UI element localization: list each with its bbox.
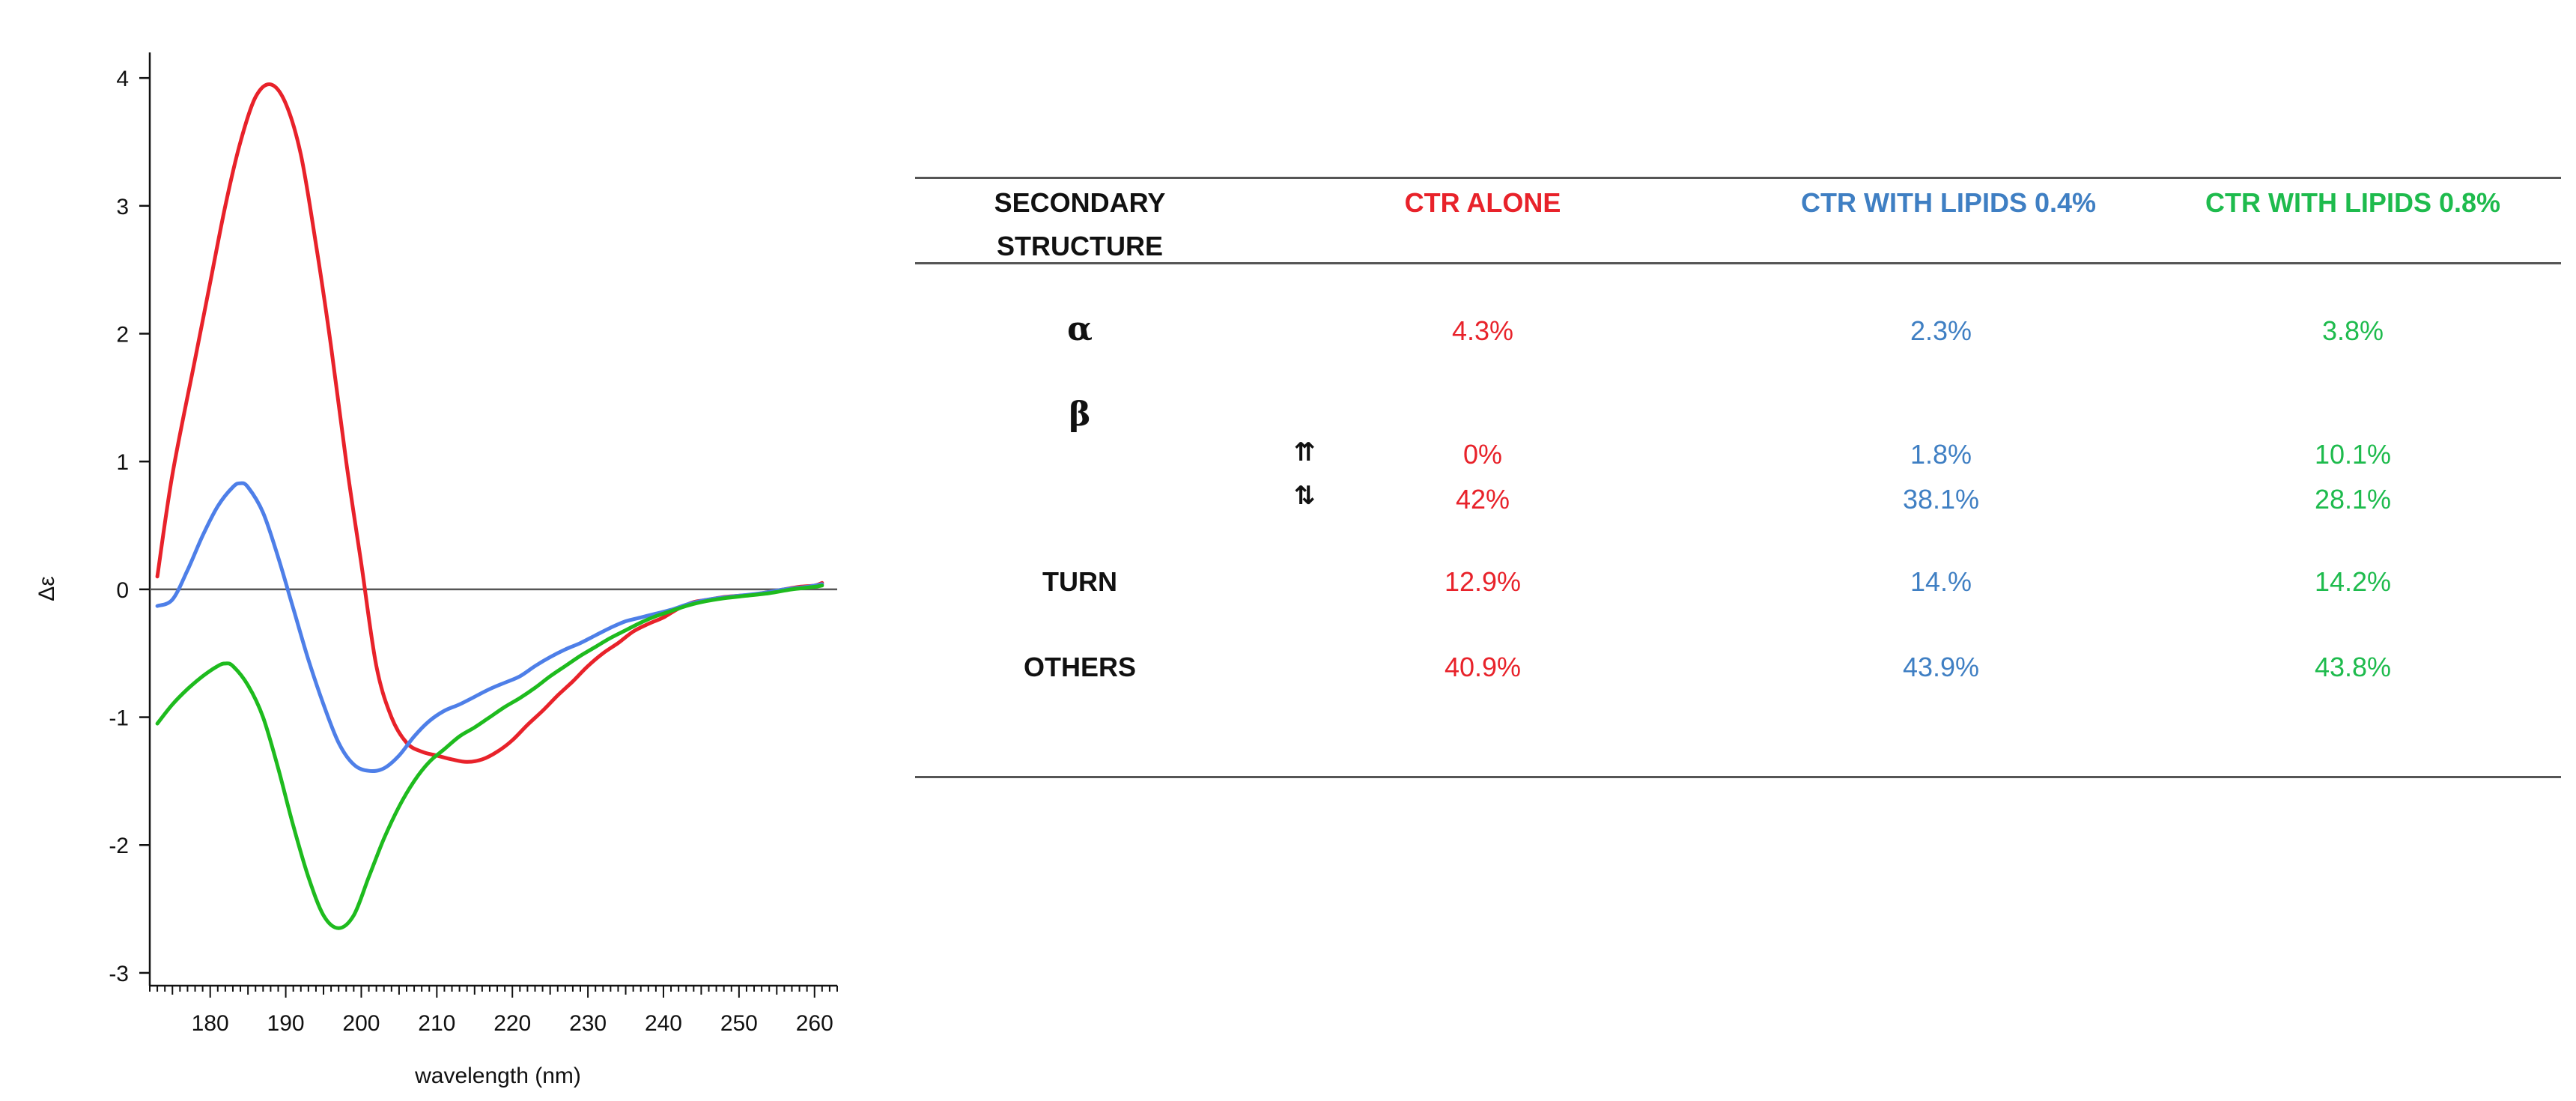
secondary-structure-table: SECONDARY STRUCTURE CTR ALONE CTR WITH L… [915, 177, 2561, 778]
alpha-ctr-lipids-04: 2.3% [1910, 315, 1972, 346]
beta-antiparallel-ctr-lipids-08: 28.1% [2314, 484, 2392, 515]
y-tick-label: 4 [116, 67, 129, 91]
header-ctr-alone: CTR ALONE [1404, 187, 1561, 218]
table-header-rule [915, 262, 2561, 264]
row-label-beta-parallel: ⇈ [1293, 437, 1316, 467]
header-ctr-lipids-08: CTR WITH LIPIDS 0.8% [2205, 187, 2501, 218]
series-line-1 [155, 82, 824, 764]
y-axis-title: Δε [34, 576, 59, 601]
x-tick-label: 230 [569, 1011, 607, 1036]
beta-parallel-ctr-lipids-08: 10.1% [2314, 439, 2392, 470]
chart-series-layer [155, 82, 824, 930]
y-tick-label: 1 [116, 450, 129, 475]
alpha-ctr-alone: 4.3% [1451, 315, 1514, 346]
x-tick-label: 240 [645, 1011, 682, 1036]
y-tick-label: 0 [116, 578, 129, 603]
x-tick-label: 190 [267, 1011, 305, 1036]
header-secondary-structure: SECONDARY STRUCTURE [960, 181, 1200, 268]
y-tick-label: -2 [109, 834, 129, 858]
x-axis-title: wavelength (nm) [414, 1064, 581, 1088]
header-line-2: STRUCTURE [997, 231, 1163, 261]
others-ctr-lipids-04: 43.9% [1902, 652, 1980, 682]
row-label-alpha: α [1067, 310, 1093, 348]
beta-parallel-ctr-alone: 0% [1462, 439, 1503, 470]
alpha-ctr-lipids-08: 3.8% [2321, 315, 2384, 346]
row-label-turn: TURN [1042, 566, 1117, 597]
beta-antiparallel-ctr-alone: 42% [1455, 484, 1510, 515]
y-tick-label: -1 [109, 706, 129, 731]
x-tick-label: 250 [720, 1011, 758, 1036]
beta-parallel-ctr-lipids-04: 1.8% [1910, 439, 1972, 470]
turn-ctr-alone: 12.9% [1444, 566, 1522, 597]
row-label-beta-antiparallel: ⇅ [1293, 481, 1316, 511]
x-tick-label: 180 [192, 1011, 229, 1036]
x-tick-label: 220 [493, 1011, 531, 1036]
header-ctr-lipids-04: CTR WITH LIPIDS 0.4% [1800, 187, 2097, 218]
table-top-rule [915, 177, 2561, 179]
series-line-3 [155, 583, 824, 930]
others-ctr-alone: 40.9% [1444, 652, 1522, 682]
turn-ctr-lipids-04: 14.% [1910, 566, 1972, 597]
header-line-1: SECONDARY [994, 187, 1166, 218]
series-line-2 [155, 481, 824, 774]
row-label-beta: β [1069, 395, 1091, 434]
turn-ctr-lipids-08: 14.2% [2314, 566, 2392, 597]
y-tick-label: 3 [116, 195, 129, 219]
row-label-others: OTHERS [1023, 652, 1136, 682]
y-tick-label: -3 [109, 962, 129, 986]
y-tick-label: 2 [116, 323, 129, 348]
x-tick-label: 200 [342, 1011, 380, 1036]
others-ctr-lipids-08: 43.8% [2314, 652, 2392, 682]
x-tick-label: 210 [418, 1011, 455, 1036]
table-bottom-rule [915, 776, 2561, 778]
x-tick-label: 260 [796, 1011, 833, 1036]
beta-antiparallel-ctr-lipids-04: 38.1% [1902, 484, 1980, 515]
